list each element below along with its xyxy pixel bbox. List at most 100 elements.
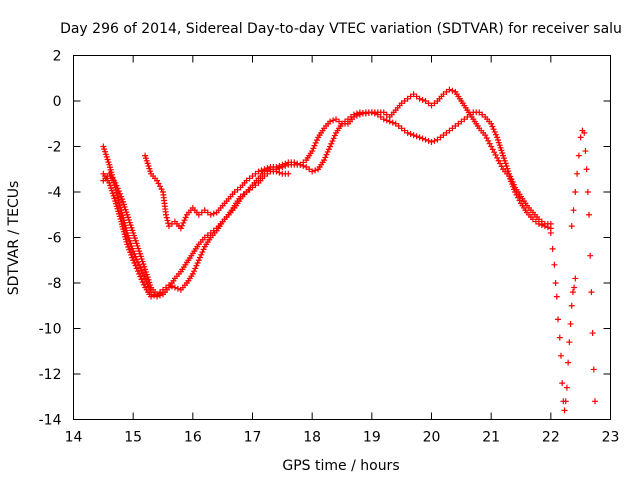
data-point-track-d (497, 160, 504, 167)
data-point-track-b (127, 249, 134, 256)
data-point-tail-right (583, 166, 590, 173)
data-point-track-d (327, 118, 334, 125)
data-point-track-a (138, 267, 145, 274)
data-point-track-d (492, 152, 499, 159)
x-tick-label: 22 (542, 430, 560, 446)
data-point-track-d (162, 211, 169, 218)
data-point-track-d (483, 134, 490, 141)
data-point-track-c (157, 290, 164, 297)
data-point-track-b (138, 276, 145, 283)
data-point-track-a (136, 261, 143, 268)
data-point-track-a (312, 167, 319, 174)
data-point-track-d (279, 161, 286, 168)
data-point-track-d (163, 214, 170, 221)
data-point-tail-right (587, 252, 594, 259)
x-tick-label: 14 (65, 430, 83, 446)
data-point-track-d (544, 224, 551, 231)
data-point-track-d (495, 157, 502, 164)
data-point-track-b (196, 254, 203, 261)
x-tick-label: 19 (363, 430, 381, 446)
data-point-tail-left (559, 380, 566, 387)
data-point-track-d (446, 86, 453, 93)
data-point-track-d (282, 160, 289, 167)
x-axis-label: GPS time / hours (282, 458, 399, 474)
data-point-track-d (510, 183, 517, 190)
data-point-track-a (425, 137, 432, 144)
data-point-track-d (291, 159, 298, 166)
data-point-track-b (276, 169, 283, 176)
data-point-tail-left (551, 261, 558, 268)
y-tick-label: -2 (48, 140, 62, 156)
data-point-tail-right (588, 289, 595, 296)
data-point-tail-left (556, 334, 563, 341)
data-point-tail-left (553, 293, 560, 300)
data-point-track-b (132, 262, 139, 269)
y-tick-label: 0 (53, 94, 62, 110)
data-point-track-a (422, 136, 429, 143)
y-tick-label: -6 (48, 231, 62, 247)
data-point-track-c (113, 182, 120, 189)
x-tick-label: 16 (184, 430, 202, 446)
data-point-track-d (210, 210, 217, 217)
data-point-tail-left (552, 280, 559, 286)
y-tick-label: -12 (39, 367, 62, 383)
data-point-track-a (322, 154, 329, 161)
data-point-track-d (350, 113, 357, 120)
data-point-track-d (509, 181, 516, 188)
data-point-track-b (285, 170, 292, 177)
data-point-track-b (124, 241, 131, 248)
data-point-track-d (294, 160, 301, 167)
data-point-track-a (139, 269, 146, 276)
data-point-track-d (489, 146, 496, 153)
data-point-tail-right (591, 398, 598, 405)
data-point-track-d (330, 117, 337, 124)
data-point-track-b (198, 251, 205, 258)
data-point-track-d (486, 140, 493, 147)
x-tick-label: 15 (124, 430, 142, 446)
data-point-track-a (431, 137, 438, 144)
data-point-track-b (140, 281, 147, 288)
data-point-tail-left (571, 284, 578, 291)
data-point-track-b (130, 257, 137, 264)
data-point-track-a (419, 135, 426, 142)
data-point-track-d (309, 148, 316, 155)
data-point-track-d (498, 163, 505, 170)
x-tick-label: 20 (423, 430, 441, 446)
y-tick-label: -10 (39, 322, 62, 338)
plot-frame (73, 55, 611, 420)
data-point-track-a (321, 157, 328, 164)
data-point-track-a (328, 140, 335, 147)
data-point-tail-left (568, 302, 575, 309)
data-point-tail-right (590, 366, 597, 373)
data-point-track-a (330, 135, 337, 142)
data-point-track-b (199, 249, 206, 256)
data-point-track-d (258, 167, 265, 174)
data-point-track-a (383, 117, 390, 124)
data-point-track-a (323, 151, 330, 158)
data-point-track-d (312, 139, 319, 146)
data-point-track-d (158, 186, 165, 193)
y-tick-label: -4 (48, 185, 62, 201)
data-point-track-a (325, 146, 332, 153)
data-point-track-a (137, 264, 144, 271)
data-point-tail-right (586, 211, 593, 218)
y-axis-label: SDTVAR / TECUs (6, 181, 22, 296)
data-point-track-a (489, 123, 496, 130)
data-point-track-b (200, 246, 207, 253)
data-point-track-d (485, 137, 492, 144)
data-point-track-a (413, 133, 420, 140)
data-point-track-b (171, 284, 178, 291)
data-point-track-b (174, 285, 181, 292)
data-point-track-a (492, 131, 499, 138)
data-point-track-c (160, 289, 166, 296)
data-point-track-d (419, 96, 426, 103)
data-point-track-a (490, 126, 497, 133)
data-point-tail-left (562, 398, 569, 405)
data-point-track-a (389, 119, 396, 126)
data-point-track-d (508, 178, 515, 185)
data-point-track-d (538, 221, 545, 228)
data-point-track-a (309, 168, 316, 175)
data-point-track-a (132, 253, 139, 260)
data-point-track-b (165, 282, 172, 289)
